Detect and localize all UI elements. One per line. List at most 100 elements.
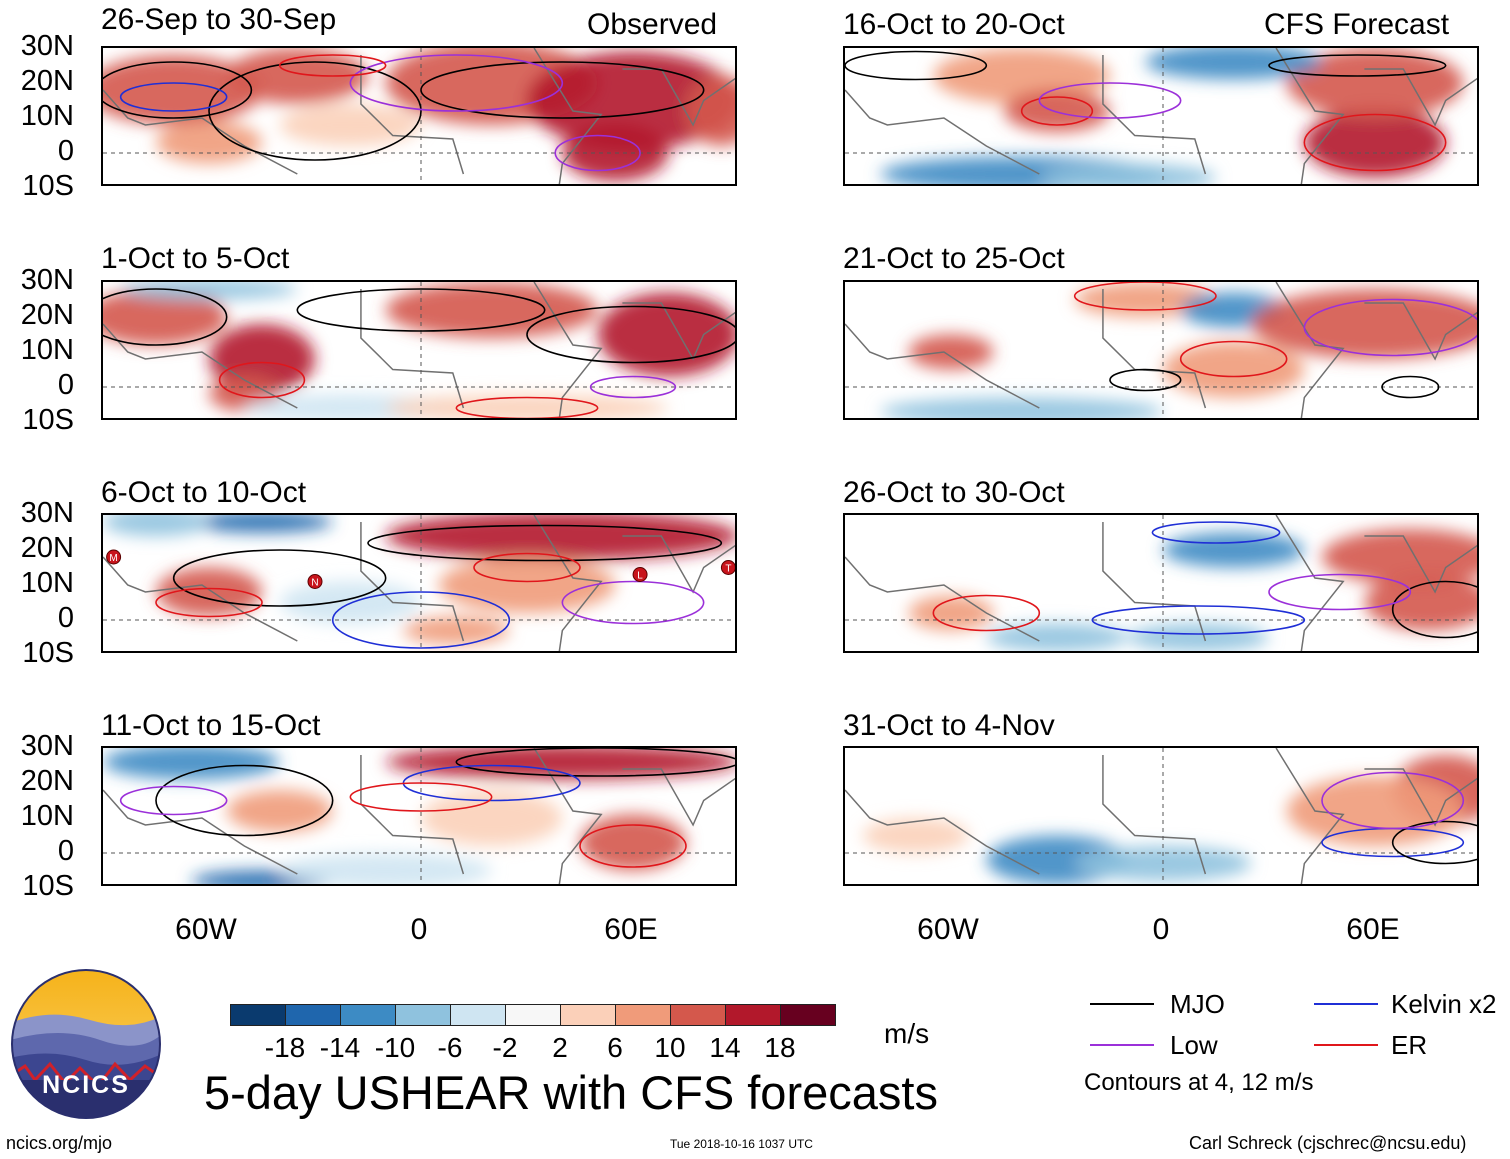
shear-anomaly-region [191,515,333,533]
coastline [845,515,1477,651]
shear-anomaly-region [1163,532,1305,568]
legend-line-kelvin [1314,1003,1378,1005]
colorbar-swatch [560,1004,616,1026]
wave-contour [218,361,306,399]
wave-contour [1038,82,1182,119]
storm-marker-letter: N [311,578,318,589]
map-panel-left-2 [101,280,737,420]
wave-contour [455,748,735,777]
colorbar-tick-label: -14 [319,1032,361,1063]
shear-anomaly-region [421,790,563,846]
figure-title: 5-day USHEAR with CFS forecasts [204,1066,938,1119]
colorbar-tick-label: 6 [607,1032,623,1063]
y-tick-label: 0 [57,602,74,634]
y-tick-label: 20N [20,765,74,797]
wave-contour [119,785,228,816]
colorbar-swatch [230,1004,286,1026]
y-tick-label: 10S [22,637,74,669]
colorbar-tick-label: -10 [374,1032,416,1063]
y-tick-label: 20N [20,65,74,97]
x-tick-right-60e: 60E [1346,913,1400,946]
colorbar-tick-label: 2 [552,1032,568,1063]
legend-label-mjo: MJO [1170,989,1225,1019]
y-tick-label: 20N [20,299,74,331]
shear-anomaly-region [986,623,1128,651]
shear-anomaly-region [880,397,1163,418]
shear-anomaly-region [209,324,315,394]
panel-title-right-2: 21-Oct to 25-Oct [843,242,1065,275]
wave-contour [296,288,546,332]
wave-contour [420,61,705,119]
coastline [845,48,1477,184]
colorbar-swatch [780,1004,836,1026]
storm-marker-letter: L [637,571,643,582]
shear-field [845,515,1477,651]
map-panel-right-3 [843,513,1479,653]
colorbar-swatch [725,1004,781,1026]
wave-contour [1268,573,1412,611]
y-tick-label: 10N [20,100,74,132]
panel-title-right-3: 26-Oct to 30-Oct [843,476,1065,509]
wave-contour [278,54,387,77]
coastline [103,48,735,184]
map-panel-left-3: M N L T [101,513,737,653]
map-panel-right-1 [843,46,1479,186]
shear-anomaly-region [686,76,735,146]
x-tick-left-60e: 60E [604,913,658,946]
colorbar-tick-label: 14 [709,1032,741,1063]
shear-field [103,748,735,884]
colorbar-swatch [395,1004,451,1026]
shear-anomaly-region [103,748,280,780]
shear-anomaly-region [1039,163,1216,184]
colorbar-swatch [670,1004,726,1026]
wave-contour [554,134,641,172]
y-tick-label: 30N [20,497,74,529]
shear-field [845,748,1477,884]
wave-contour [349,54,564,112]
y-tick-label: 30N [20,264,74,296]
wave-contour [1391,820,1477,865]
shear-field [103,48,735,184]
x-tick-right-0: 0 [1152,913,1170,946]
shear-anomaly-region [438,557,616,613]
shear-field: M N L T [103,515,735,651]
wave-contour [103,288,228,346]
wave-contour [589,375,677,399]
wave-contour [1391,580,1477,639]
storm-marker-letter: M [109,553,117,564]
shear-anomaly-region [279,104,421,146]
panel-title-right-4: 31-Oct to 4-Nov [843,709,1055,742]
colorbar-tick-label: -18 [264,1032,306,1063]
y-tick-label: 10N [20,334,74,366]
shear-anomaly-region [908,334,994,370]
storm-marker: T [720,560,735,575]
y-tick-label: 10N [20,800,74,832]
colorbar-tick-label: -6 [437,1032,463,1063]
shear-anomaly-region [933,48,1110,104]
shear-anomaly-region [1163,341,1305,398]
colorbar-tick-label: 10 [654,1032,686,1063]
coastline [845,748,1477,884]
ncics-logo: NCICS [10,968,162,1120]
panel-title-left-3: 6-Oct to 10-Oct [101,476,307,509]
wave-contour [455,396,599,418]
panel-title-left-2: 1-Oct to 5-Oct [101,242,290,275]
y-tick-label: 0 [57,135,74,167]
wave-contour [932,594,1041,632]
shear-field [845,48,1477,184]
x-tick-left-60w: 60W [175,913,237,946]
y-tick-label: 10S [22,170,74,202]
wave-contour [349,782,493,812]
y-tick-label: 20N [20,532,74,564]
wave-contour [103,61,253,119]
site-url: ncics.org/mjo [6,1133,113,1153]
wave-contour [526,305,735,364]
shear-anomaly-region [403,616,510,645]
wave-contour [367,524,723,562]
shear-anomaly-region [580,814,686,871]
map-panel-right-4 [843,746,1479,886]
colorbar-swatch [450,1004,506,1026]
coastline [103,515,735,651]
wave-contour [1073,282,1217,311]
wave-contour [1321,771,1465,830]
